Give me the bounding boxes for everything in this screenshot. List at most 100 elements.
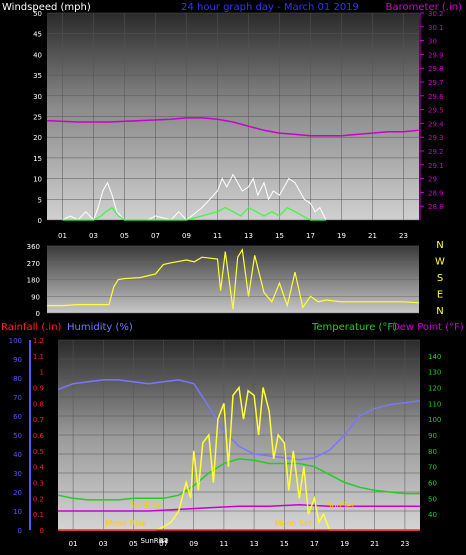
wind-x-tick-label: 21	[368, 232, 377, 240]
annotation-label: Moon Set	[275, 519, 312, 528]
temperature-axis-title: Temperature (°F)	[311, 322, 397, 333]
humidity-axis-title: Humidity (%)	[67, 322, 133, 333]
humidity-tick-label: 60	[13, 413, 22, 421]
temperature-tick-label: 100	[428, 416, 441, 424]
barometer-tick-label: 29.9	[428, 51, 444, 59]
barometer-tick-label: 29.2	[428, 148, 444, 156]
dewpoint-axis-title: Dew Point (°F)	[392, 322, 464, 333]
annotation-label: Moon Rise	[105, 519, 146, 528]
wind-x-tick-label: 15	[275, 232, 284, 240]
wind-x-tick-label: 05	[120, 232, 129, 240]
rainfall-tick-label: 0.3	[33, 480, 44, 488]
barometer-tick-label: 28.8	[428, 203, 444, 211]
direction-tick-label: 0	[36, 310, 40, 318]
rainfall-tick-label: 0.6	[33, 432, 45, 440]
temperature-tick-label: 140	[428, 353, 441, 361]
humidity-tick-label: 20	[13, 489, 22, 497]
barometer-tick-label: 29.7	[428, 79, 444, 87]
humidity-x-tick-label: 03	[99, 540, 108, 548]
humidity-x-tick-label: 21	[370, 540, 379, 548]
wind-x-tick-label: 19	[337, 232, 346, 240]
temperature-tick-label: 60	[428, 480, 437, 488]
annotation-label: SunRise	[130, 501, 162, 510]
humidity-x-tick-label: 07	[159, 540, 168, 548]
wind-series	[46, 117, 420, 221]
humidity-tick-label: 50	[13, 432, 22, 440]
temperature-tick-label: 50	[428, 495, 437, 503]
humidity-series	[57, 379, 421, 531]
windspeed-tick-label: 25	[33, 114, 42, 122]
direction-tick-label: 270	[27, 260, 40, 268]
humidity-x-tick-label: 13	[250, 540, 259, 548]
wind-x-tick-label: 23	[399, 232, 408, 240]
humidity-x-tick-label: 11	[219, 540, 228, 548]
temperature-tick-label: 80	[428, 448, 437, 456]
barometer-line	[46, 117, 420, 137]
humidity-tick-label: 0	[18, 527, 22, 535]
compass-label: E	[437, 290, 443, 301]
bottom-x-label: SunRise	[140, 537, 168, 545]
wind-barometer-panel: Windspeed (mph) 24 hour graph day - Marc…	[2, 2, 462, 240]
windspeed-tick-label: 20	[33, 134, 42, 142]
wind-grid	[47, 12, 424, 221]
rainfall-tick-label: 0.4	[33, 464, 45, 472]
barometer-tick-label: 29.1	[428, 162, 444, 170]
wind-x-tick-label: 17	[306, 232, 315, 240]
wind-x-tick-label: 01	[58, 232, 67, 240]
barometer-tick-label: 29.8	[428, 65, 444, 73]
direction-tick-label: 180	[27, 277, 40, 285]
barometer-tick-label: 29.5	[428, 107, 444, 115]
direction-tick-label: 360	[27, 243, 40, 251]
compass-label: S	[437, 273, 443, 284]
compass-label: N	[436, 306, 443, 317]
wind-x-tick-labels: 01 03 05 07 09 11 13 15 17 19 21 23	[58, 232, 408, 240]
direction-tick-label: 90	[31, 293, 40, 301]
rainfall-axis-title: Rainfall (.in)	[1, 322, 62, 333]
barometer-tick-label: 29.4	[428, 120, 444, 128]
direction-series	[47, 247, 420, 310]
humidity-x-tick-label: 05	[129, 540, 138, 548]
humidity-tick-label: 70	[13, 394, 22, 402]
rainfall-tick-label: 1	[40, 369, 44, 377]
humidity-x-tick-label: 15	[280, 540, 289, 548]
humidity-tick-labels: 0 10 20 30 40 50 60 70 80 90 100	[9, 337, 22, 535]
wind-x-tick-label: 09	[182, 232, 191, 240]
temperature-tick-label: 130	[428, 369, 441, 377]
rainfall-tick-label: 0.2	[33, 495, 44, 503]
annotation-label: SunSet	[326, 501, 354, 510]
barometer-tick-label: 29	[428, 176, 437, 184]
rainfall-tick-label: 0.8	[33, 400, 44, 408]
graph-title: 24 hour graph day - March 01 2019	[181, 2, 359, 13]
temperature-tick-label: 70	[428, 464, 437, 472]
windspeed-tick-label: 40	[33, 51, 42, 59]
temperature-tick-label: 90	[428, 432, 437, 440]
windspeed-tick-label: 10	[33, 176, 42, 184]
temperature-line	[57, 458, 420, 501]
wind-x-tick-label: 11	[213, 232, 222, 240]
humidity-tick-label: 30	[13, 470, 22, 478]
windspeed-axis-title: Windspeed (mph)	[2, 2, 91, 13]
compass-label: W	[435, 257, 445, 268]
rainfall-tick-label: 1.2	[33, 337, 44, 345]
wind-x-tick-label: 03	[89, 232, 98, 240]
humidity-tick-label: 10	[13, 508, 22, 516]
barometer-tick-label: 30.1	[428, 24, 444, 32]
windspeed-tick-label: 35	[33, 72, 42, 80]
rainfall-tick-label: 1.1	[33, 353, 44, 361]
rainfall-tick-label: 0.1	[33, 511, 44, 519]
windspeed-tick-label: 30	[33, 93, 42, 101]
barometer-tick-label: 29.6	[428, 93, 444, 101]
compass-label: N	[436, 240, 443, 251]
rainfall-tick-label: 0.7	[33, 416, 44, 424]
windspeed-tick-label: 5	[38, 196, 42, 204]
rainfall-tick-label: 0.9	[33, 385, 44, 393]
humidity-line	[57, 379, 421, 461]
rainfall-tick-label: 0	[40, 527, 44, 535]
temperature-tick-label: 110	[428, 400, 441, 408]
temperature-tick-label: 40	[428, 511, 437, 519]
humidity-tick-label: 90	[13, 356, 22, 364]
rainfall-tick-labels: 0 0.1 0.2 0.3 0.4 0.5 0.6 0.7 0.8 0.9 1 1.1 1.2	[33, 337, 45, 535]
humidity-x-tick-label: 01	[69, 540, 78, 548]
